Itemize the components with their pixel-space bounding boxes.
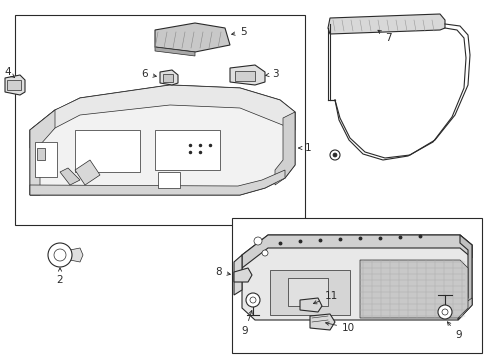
Text: 6: 6 [141,69,156,79]
Polygon shape [242,235,471,320]
Bar [163,74,173,82]
Polygon shape [158,172,180,188]
Polygon shape [359,260,467,318]
Bar [35,142,57,177]
Text: 7: 7 [377,30,391,43]
Polygon shape [457,298,471,318]
Text: 11: 11 [313,291,338,304]
Text: 9: 9 [241,311,252,336]
Polygon shape [234,255,242,295]
Text: 4: 4 [5,67,14,77]
Polygon shape [269,270,349,315]
Polygon shape [60,168,80,185]
Polygon shape [5,75,25,95]
Bar [7,80,21,90]
Circle shape [329,150,339,160]
Polygon shape [160,70,178,85]
Circle shape [54,249,66,261]
Bar [15,15,305,225]
Polygon shape [30,85,294,195]
Polygon shape [309,314,334,330]
Polygon shape [234,268,251,282]
Polygon shape [155,47,195,56]
Bar [235,71,254,81]
Circle shape [245,293,260,307]
Polygon shape [299,298,321,312]
Polygon shape [274,112,294,185]
Text: 9: 9 [447,322,461,340]
Text: 2: 2 [57,268,63,285]
Polygon shape [229,65,264,85]
Circle shape [437,305,451,319]
Text: 5: 5 [231,27,246,37]
Circle shape [262,250,267,256]
Text: 3: 3 [265,69,278,79]
Bar [287,278,327,306]
Text: 10: 10 [325,322,354,333]
Text: 8: 8 [215,267,230,277]
Circle shape [48,243,72,267]
Polygon shape [30,85,294,148]
Polygon shape [70,248,83,262]
Text: 1: 1 [298,143,311,153]
Polygon shape [30,170,285,195]
Bar [231,218,481,353]
Polygon shape [155,23,229,52]
Bar [37,148,45,160]
Polygon shape [457,235,471,320]
Polygon shape [75,130,140,172]
Circle shape [253,237,262,245]
Circle shape [249,297,256,303]
Circle shape [332,153,336,157]
Polygon shape [242,235,471,268]
Polygon shape [30,110,55,195]
Polygon shape [155,130,220,170]
Circle shape [441,309,447,315]
Polygon shape [75,160,100,185]
Polygon shape [327,14,444,34]
